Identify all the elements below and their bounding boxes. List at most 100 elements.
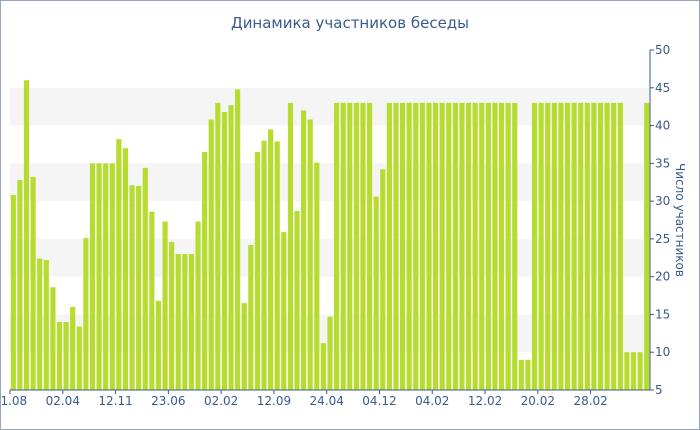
bar (109, 163, 115, 390)
bar (564, 102, 571, 390)
x-tick-label: 23.06 (151, 394, 185, 408)
bar (472, 102, 478, 390)
bar (386, 102, 392, 390)
bar (571, 102, 577, 390)
bar (380, 169, 386, 390)
bar (235, 89, 241, 390)
bar (597, 102, 604, 390)
bar (367, 102, 373, 390)
x-tick-label: 02.02 (204, 394, 238, 408)
bar (545, 102, 551, 390)
bar (96, 163, 102, 390)
bar (611, 102, 617, 390)
bar (465, 102, 472, 390)
bar (56, 322, 63, 390)
bar (419, 102, 425, 390)
bar (485, 102, 491, 390)
bar (584, 102, 590, 390)
bar (492, 102, 498, 390)
bar (30, 176, 36, 390)
bar (400, 102, 406, 390)
bar (551, 102, 557, 390)
bar (373, 196, 379, 390)
bar (439, 102, 445, 390)
y-tick-label: 40 (655, 119, 670, 133)
bar (393, 102, 399, 390)
x-tick-label: 02.04 (46, 394, 80, 408)
bar (248, 244, 254, 390)
bar (162, 221, 168, 390)
bar (43, 260, 49, 390)
bar (459, 102, 465, 390)
bar (334, 102, 340, 390)
y-axis-ticks: 5 10 15 20 25 30 35 40 45 50 (650, 43, 670, 397)
y-tick-label: 15 (655, 307, 670, 321)
y-tick-label: 10 (655, 345, 670, 359)
bar (202, 152, 208, 390)
bar (525, 359, 531, 390)
bar (558, 102, 564, 390)
bar (320, 343, 326, 390)
bar (129, 185, 135, 390)
bar (149, 211, 155, 390)
bar (314, 162, 320, 390)
bar (327, 316, 333, 390)
y-tick-label: 5 (655, 383, 663, 397)
bar (578, 102, 584, 390)
bar (538, 102, 544, 390)
bar (17, 179, 23, 390)
bar (287, 102, 293, 390)
bar (175, 254, 181, 390)
bar (215, 102, 221, 390)
bar (630, 352, 637, 390)
bar (301, 110, 307, 390)
bar (208, 119, 214, 390)
bar (294, 210, 300, 390)
bar (169, 241, 175, 390)
bar (452, 102, 458, 390)
bar (261, 140, 267, 390)
x-axis-ticks: 21.08 02.04 12.11 23.06 02.02 12.09 24.04 04.12… (0, 390, 608, 408)
bar (624, 352, 630, 390)
x-tick-label: 28.02 (573, 394, 607, 408)
y-tick-label: 30 (655, 194, 670, 208)
bar (155, 300, 162, 390)
bar (10, 195, 16, 390)
bar (413, 102, 419, 390)
bar (70, 306, 76, 390)
bar (268, 129, 274, 390)
bar (142, 167, 148, 390)
bar (591, 102, 597, 390)
bar (512, 102, 518, 390)
bar (353, 102, 359, 390)
x-tick-label: 24.04 (310, 394, 344, 408)
bar (188, 254, 195, 390)
bar (37, 258, 43, 390)
x-tick-label: 12.09 (257, 394, 291, 408)
y-tick-label: 45 (655, 81, 670, 95)
y-tick-label: 25 (655, 232, 670, 246)
bar (63, 322, 69, 390)
bar (307, 119, 313, 390)
bar (254, 152, 260, 390)
bar (122, 148, 129, 390)
bar (241, 303, 247, 390)
y-axis-title: Число участников (673, 163, 687, 277)
y-tick-label: 35 (655, 156, 670, 170)
bar (347, 102, 353, 390)
x-tick-label: 12.11 (98, 394, 132, 408)
axes (10, 50, 651, 391)
bar (518, 359, 524, 390)
bar (228, 105, 234, 390)
y-tick-label: 20 (655, 270, 670, 284)
bar (617, 102, 623, 390)
bar (531, 102, 538, 390)
bar (432, 102, 439, 390)
bar (637, 352, 643, 390)
bar (116, 139, 122, 390)
bar (274, 141, 280, 390)
x-tick-label: 12.02 (468, 394, 502, 408)
x-tick-label: 21.08 (0, 394, 27, 408)
bar (89, 163, 96, 390)
